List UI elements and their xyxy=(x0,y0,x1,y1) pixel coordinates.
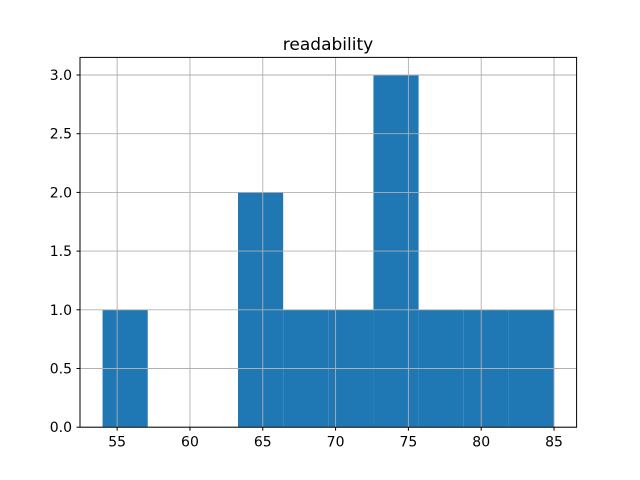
y-tick-label: 0.0 xyxy=(50,420,72,436)
x-tick-label: 80 xyxy=(472,435,490,451)
axes-frame xyxy=(79,56,578,428)
y-tick-label: 1.5 xyxy=(50,244,72,260)
x-tick-label: 55 xyxy=(108,435,126,451)
y-tick-label: 3.0 xyxy=(50,68,72,84)
x-tick-label: 60 xyxy=(181,435,199,451)
x-tick-label: 65 xyxy=(254,435,272,451)
y-tick-label: 1.0 xyxy=(50,303,72,319)
x-tick-label: 85 xyxy=(545,435,563,451)
chart-title: readability xyxy=(283,35,373,55)
y-tick-label: 2.5 xyxy=(50,127,72,143)
x-tick-label: 75 xyxy=(399,435,417,451)
x-tick-label: 70 xyxy=(327,435,345,451)
y-tick-label: 2.0 xyxy=(50,185,72,201)
y-tick-label: 0.5 xyxy=(50,362,72,378)
